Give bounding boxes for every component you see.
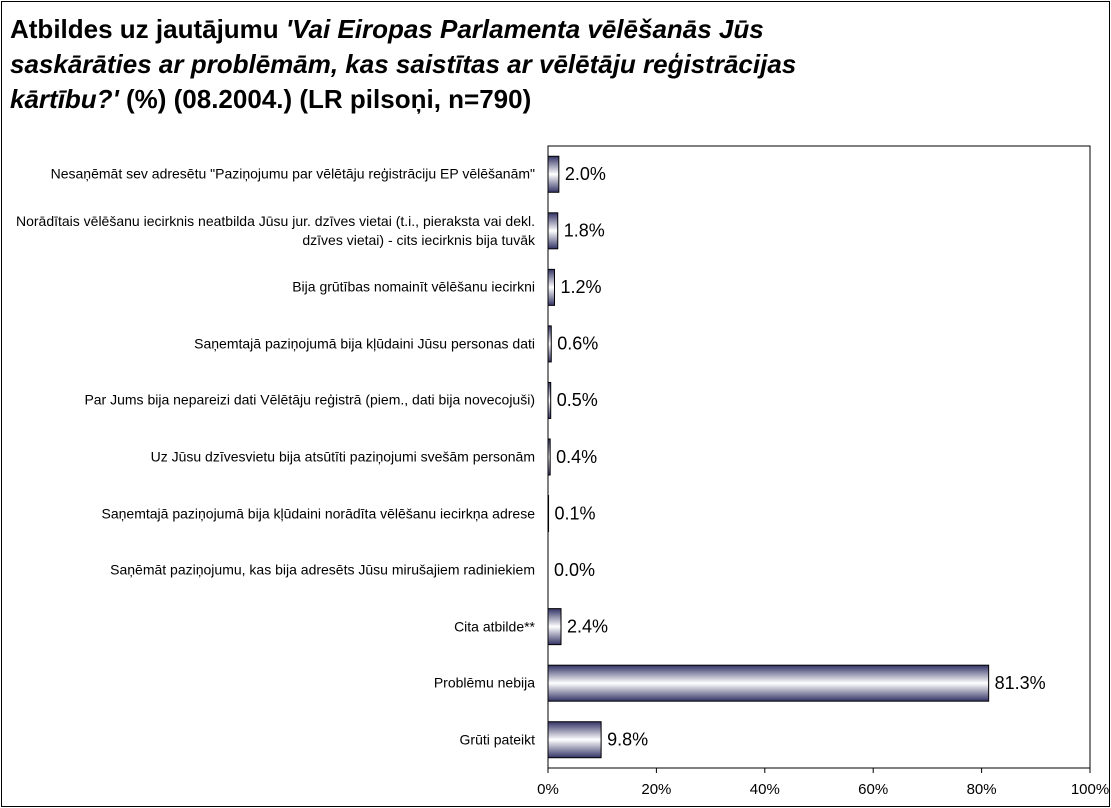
bar <box>547 212 559 250</box>
title-part: 'Vai Eiropas Parlamenta vēlēšanās Jūs sa… <box>10 14 797 114</box>
category-label: Saņēmāt paziņojumu, kas bija adresēts Jū… <box>110 561 535 578</box>
x-tick-label: 100% <box>1071 781 1109 798</box>
category-label: Par Jums bija nepareizi dati Vēlētāju re… <box>84 391 535 408</box>
bar <box>547 155 560 193</box>
category-label: Grūti pateikt <box>459 731 535 748</box>
x-tick-label: 80% <box>967 781 997 798</box>
category-label: Saņemtajā paziņojumā bija kļūdaini norād… <box>101 505 536 522</box>
category-label: Nesaņēmāt sev adresētu "Paziņojumu par v… <box>50 165 535 182</box>
value-label: 0.0% <box>554 560 595 580</box>
bar <box>547 268 556 306</box>
category-label: Problēmu nebija <box>433 674 535 691</box>
category-label: Norādītais vēlēšanu iecirknis neatbilda … <box>15 212 535 248</box>
value-label: 0.1% <box>555 503 596 523</box>
value-label: 9.8% <box>607 729 648 749</box>
value-label: 1.8% <box>564 221 605 241</box>
bar <box>547 381 552 419</box>
x-tick-label: 60% <box>858 781 888 798</box>
value-label: 81.3% <box>995 673 1046 693</box>
title-part: (%) (08.2004.) (LR pilsoņi, n=790) <box>118 84 532 114</box>
value-label: 0.5% <box>557 390 598 410</box>
value-label: 0.6% <box>557 334 598 354</box>
bar <box>547 608 562 646</box>
value-label: 2.4% <box>567 616 608 636</box>
value-label: 2.0% <box>565 164 606 184</box>
bar <box>547 721 602 759</box>
value-label: 0.4% <box>556 447 597 467</box>
value-label: 1.2% <box>561 277 602 297</box>
category-label: Saņemtajā paziņojumā bija kļūdaini Jūsu … <box>194 335 535 352</box>
category-label: Cita atbilde** <box>454 618 535 635</box>
bar <box>547 664 990 702</box>
title-part: Atbildes uz jautājumu <box>10 14 286 44</box>
chart-title: Atbildes uz jautājumu 'Vai Eiropas Parla… <box>10 12 890 117</box>
bar <box>547 495 550 533</box>
x-tick-label: 20% <box>641 781 671 798</box>
bar <box>547 438 551 476</box>
x-tick-label: 0% <box>537 781 559 798</box>
category-label: Bija grūtības nomainīt vēlēšanu iecirkni <box>292 278 535 295</box>
bar <box>547 325 552 363</box>
category-label: Uz Jūsu dzīvesvietu bija atsūtīti paziņo… <box>150 448 535 465</box>
x-tick-label: 40% <box>750 781 780 798</box>
